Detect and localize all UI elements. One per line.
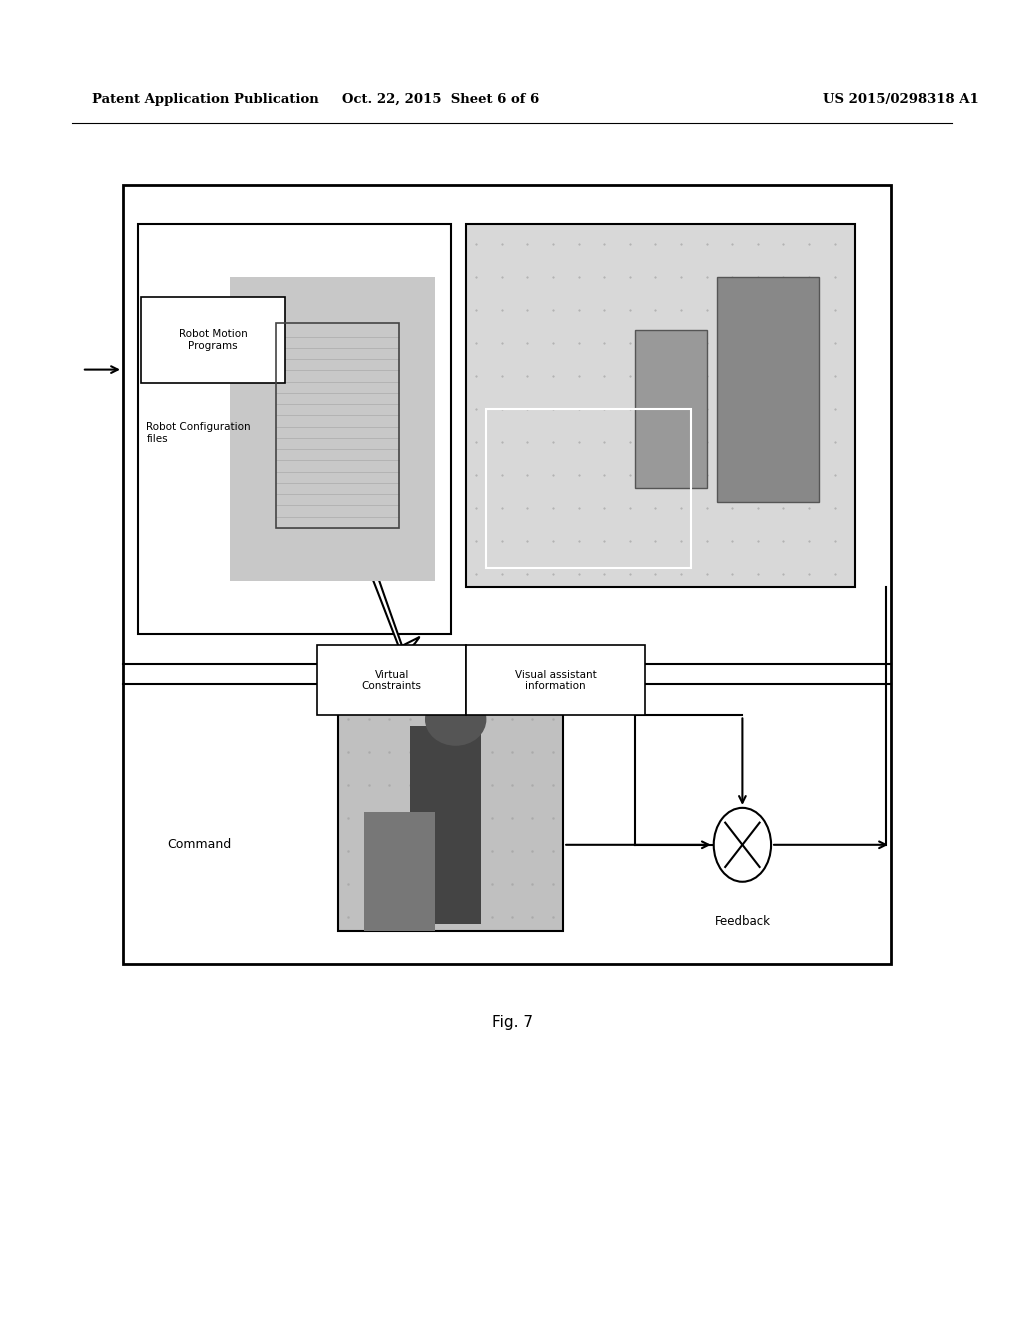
- Text: Oct. 22, 2015  Sheet 6 of 6: Oct. 22, 2015 Sheet 6 of 6: [342, 92, 539, 106]
- Bar: [230, 277, 435, 581]
- Bar: [466, 224, 855, 587]
- Bar: [410, 726, 481, 924]
- Bar: [364, 812, 435, 931]
- Bar: [635, 330, 707, 488]
- Bar: [486, 409, 691, 568]
- Text: Virtual
Constraints: Virtual Constraints: [361, 669, 422, 692]
- Bar: [276, 323, 399, 528]
- Bar: [138, 224, 451, 634]
- Text: Visual assistant
information: Visual assistant information: [515, 669, 596, 692]
- Text: Command: Command: [168, 838, 231, 851]
- Bar: [338, 653, 563, 931]
- Text: US 2015/0298318 A1: US 2015/0298318 A1: [823, 92, 979, 106]
- Text: Robot Configuration
files: Robot Configuration files: [146, 422, 251, 444]
- Bar: [141, 297, 285, 383]
- Bar: [466, 645, 645, 715]
- Circle shape: [714, 808, 771, 882]
- Text: Robot Motion
Programs: Robot Motion Programs: [178, 329, 248, 351]
- Text: Patent Application Publication: Patent Application Publication: [92, 92, 318, 106]
- Text: Automatic
Mapping: Automatic Mapping: [466, 653, 526, 681]
- Text: Feedback: Feedback: [715, 915, 770, 928]
- Text: Fig. 7: Fig. 7: [492, 1015, 532, 1031]
- Bar: [717, 277, 819, 502]
- Bar: [317, 645, 466, 715]
- Bar: [123, 185, 891, 964]
- Text: 700: 700: [568, 657, 596, 671]
- Ellipse shape: [425, 693, 486, 746]
